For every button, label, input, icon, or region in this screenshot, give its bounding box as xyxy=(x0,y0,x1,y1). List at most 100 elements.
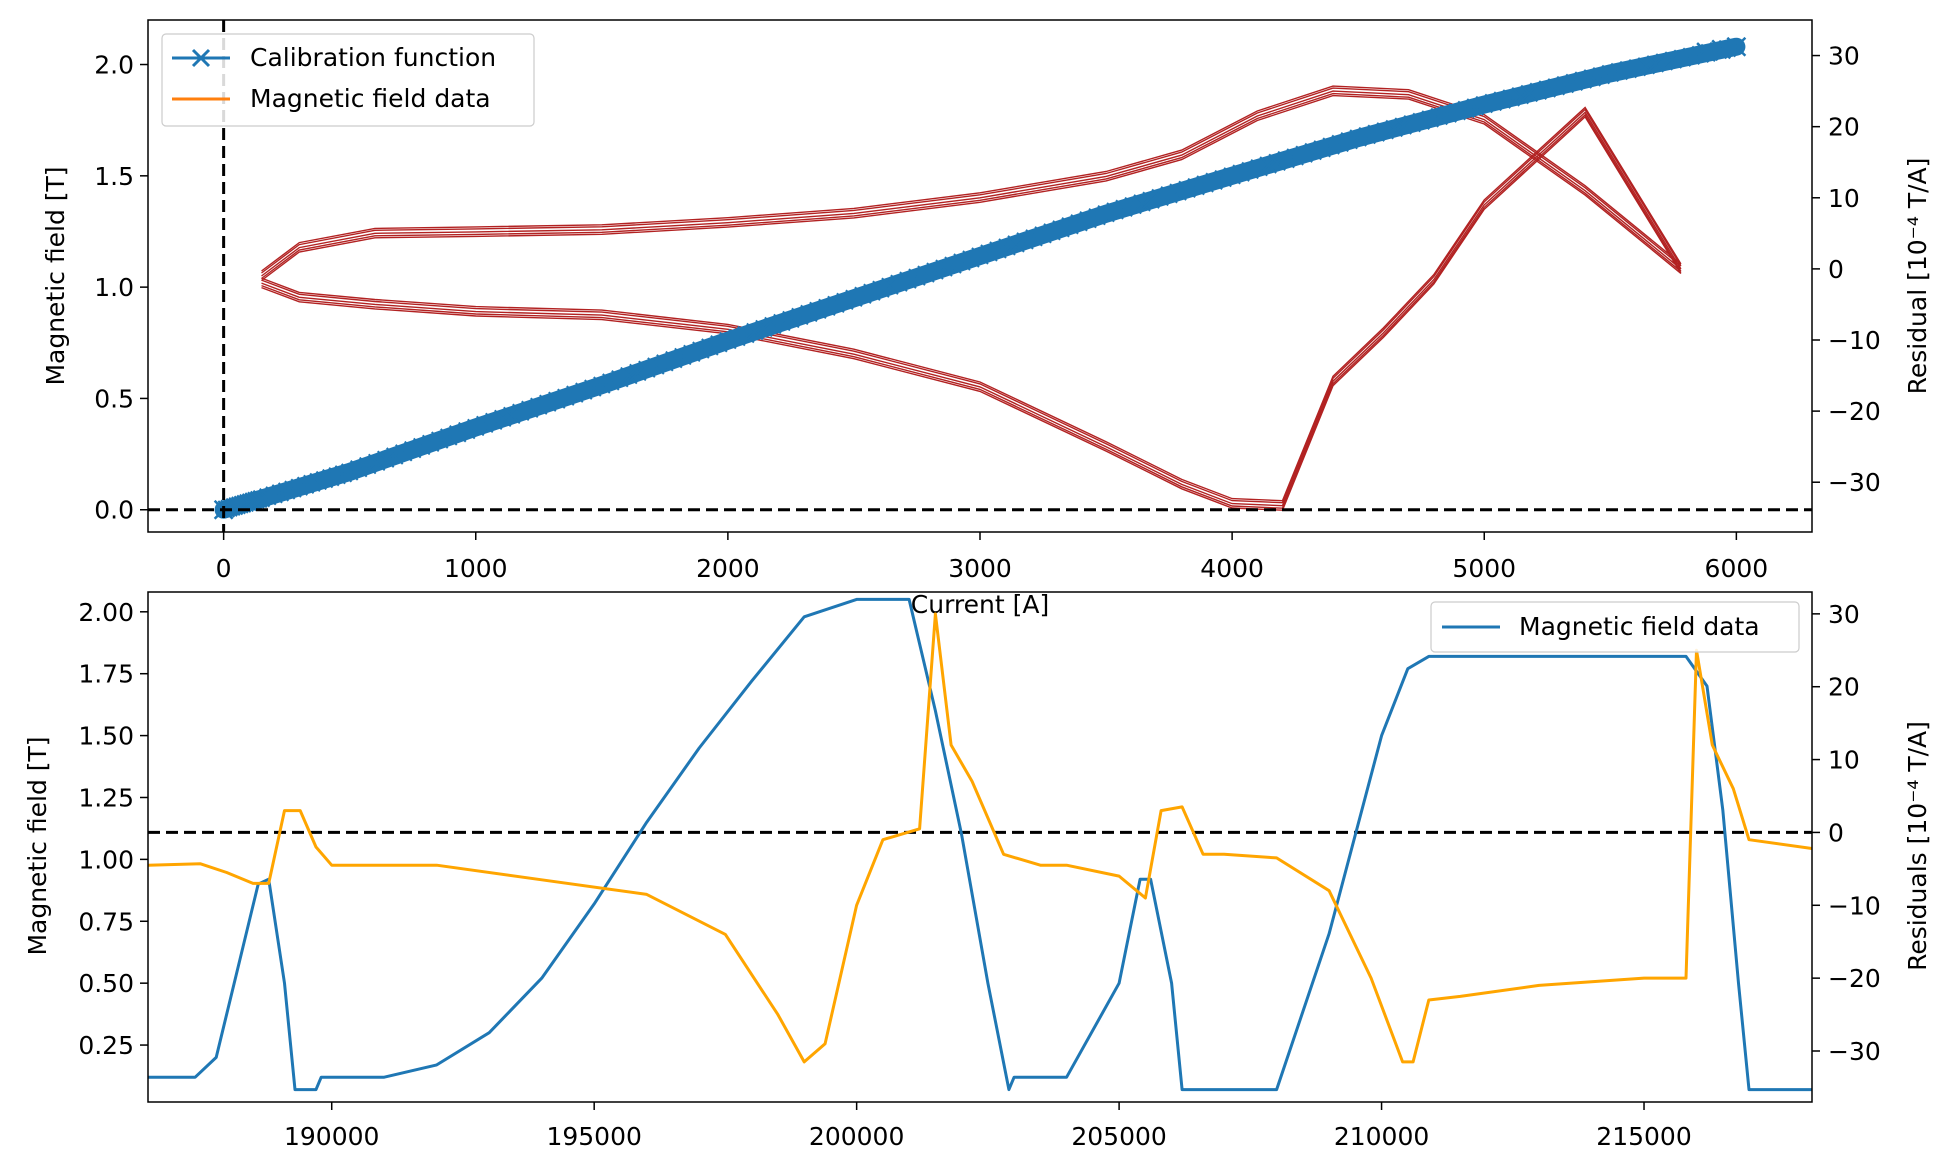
calibration-marker xyxy=(647,357,665,375)
top-y2-tick-label: −10 xyxy=(1828,326,1881,355)
calibration-marker xyxy=(349,460,368,478)
calibration-marker xyxy=(271,484,290,502)
calibration-marker xyxy=(1726,36,1747,57)
calibration-marker xyxy=(431,431,449,449)
bottom-y-tick-label: 1.00 xyxy=(78,845,134,874)
calibration-marker xyxy=(629,363,647,382)
bottom-y2-tick-label: −20 xyxy=(1828,964,1881,993)
bottom-x-axis: 190000 195000 200000 205000 210000 215000 xyxy=(284,1102,1692,1151)
calibration-marker xyxy=(395,444,413,462)
legend-bottom-magnetic-label: Magnetic field data xyxy=(1519,612,1760,641)
bottom-y-axis-left: 0.25 0.50 0.75 1.00 1.25 1.50 1.75 2.00 xyxy=(78,598,148,1060)
calibration-marker xyxy=(252,489,271,508)
bottom-y2-tick-label: 20 xyxy=(1828,673,1860,702)
calibration-marker xyxy=(386,447,404,465)
calibration-marker xyxy=(422,434,440,452)
calibration-marker xyxy=(674,347,692,366)
calibration-marker xyxy=(593,376,611,394)
bottom-y-tick-label: 2.00 xyxy=(78,598,134,627)
top-y2-tick-label: 10 xyxy=(1828,184,1860,213)
bottom-chart-panel: 190000 195000 200000 205000 210000 215000 0.2… xyxy=(23,591,1932,1151)
residual-loop-trace xyxy=(261,92,1682,509)
bottom-x-tick-label: 205000 xyxy=(1071,1122,1166,1151)
calibration-marker xyxy=(334,465,353,483)
calibration-marker xyxy=(315,470,334,489)
top-plot-area xyxy=(148,20,1812,532)
bottom-x-tick-label: 190000 xyxy=(284,1122,379,1151)
magnetic-field-data-line xyxy=(148,597,1812,1092)
calibration-marker xyxy=(710,335,728,353)
top-y2-axis-label: Residual [10⁻⁴ T/A] xyxy=(1903,158,1932,395)
bottom-y2-tick-label: 0 xyxy=(1828,818,1844,847)
top-x-tick-label: 2000 xyxy=(696,554,760,583)
top-y-tick-label: 2.0 xyxy=(94,51,134,80)
top-y-tick-label: 0.0 xyxy=(94,496,134,525)
bottom-y2-axis-label: Residuals [10⁻⁴ T/A] xyxy=(1903,721,1932,971)
bottom-legend: Magnetic field data xyxy=(1430,601,1800,653)
top-x-tick-label: 5000 xyxy=(1452,554,1516,583)
calibration-marker xyxy=(368,453,386,472)
bottom-y2-tick-label: −10 xyxy=(1828,891,1881,920)
bottom-axes-frame xyxy=(147,591,1813,1103)
calibration-marker xyxy=(296,476,315,494)
bottom-y-tick-label: 1.75 xyxy=(78,660,134,689)
top-x-axis: 0 1000 2000 3000 4000 5000 6000 xyxy=(216,532,1768,583)
calibration-marker xyxy=(322,468,340,487)
bottom-y-tick-label: 0.75 xyxy=(78,907,134,936)
top-y-tick-label: 1.5 xyxy=(94,162,134,191)
residual-loop-trace xyxy=(261,90,1682,507)
residual-loop-trace xyxy=(261,94,1682,511)
bottom-y-tick-label: 1.25 xyxy=(78,783,134,812)
top-y2-tick-label: 0 xyxy=(1828,255,1844,284)
bottom-y-axis-right: −30 −20 −10 0 10 20 30 xyxy=(1812,600,1881,1066)
bottom-y-tick-label: 0.50 xyxy=(78,969,134,998)
bottom-legend-box xyxy=(1430,601,1800,653)
bottom-plot-area xyxy=(148,597,1812,1092)
calibration-marker xyxy=(265,486,283,504)
legend-calibration-label: Calibration function xyxy=(250,43,496,72)
bottom-y-tick-label: 1.50 xyxy=(78,722,134,751)
calibration-marker xyxy=(340,463,359,481)
bottom-x-tick-label: 195000 xyxy=(546,1122,641,1151)
bottom-y2-tick-label: 10 xyxy=(1828,746,1860,775)
calibration-marker xyxy=(309,472,327,491)
calibration-marker xyxy=(404,440,422,459)
calibration-marker xyxy=(611,370,629,388)
calibration-marker xyxy=(683,344,701,362)
calibration-marker xyxy=(259,487,277,506)
calibration-marker xyxy=(413,437,431,456)
top-x-tick-label: 3000 xyxy=(948,554,1012,583)
calibration-marker xyxy=(656,354,674,372)
calibration-marker xyxy=(620,366,638,385)
calibration-marker xyxy=(449,425,467,443)
top-y-tick-label: 0.5 xyxy=(94,384,134,413)
bottom-y-axis-label: Magnetic field [T] xyxy=(23,736,52,955)
top-y-axis-label: Magnetic field [T] xyxy=(41,166,70,385)
top-x-axis-label: Current [A] xyxy=(911,590,1049,619)
calibration-marker xyxy=(440,428,458,446)
calibration-marker xyxy=(692,341,710,359)
calibration-marker xyxy=(377,450,395,468)
top-y-tick-label: 1.0 xyxy=(94,273,134,302)
bottom-y2-tick-label: 30 xyxy=(1828,600,1860,629)
top-y2-tick-label: −20 xyxy=(1828,397,1881,426)
calibration-marker xyxy=(358,456,377,475)
top-y-axis-right: −30 −20 −10 0 10 20 30 xyxy=(1812,42,1881,497)
bottom-x-tick-label: 200000 xyxy=(809,1122,904,1151)
top-y2-tick-label: 20 xyxy=(1828,113,1860,142)
calibration-marker xyxy=(303,474,321,493)
calibration-marker xyxy=(665,350,683,369)
top-x-tick-label: 1000 xyxy=(444,554,508,583)
calibration-marker xyxy=(247,491,265,509)
top-y-axis-left: 0.0 0.5 1.0 1.5 2.0 xyxy=(94,51,148,525)
calibration-marker xyxy=(458,421,476,440)
top-x-tick-label: 4000 xyxy=(1200,554,1264,583)
legend-magnetic-label: Magnetic field data xyxy=(250,84,491,113)
calibration-marker xyxy=(284,480,302,498)
calibration-marker xyxy=(328,467,346,485)
residuals-line xyxy=(148,612,1812,1064)
bottom-y-tick-label: 0.25 xyxy=(78,1031,134,1060)
calibration-marker xyxy=(290,478,308,496)
top-x-tick-label: 6000 xyxy=(1705,554,1769,583)
